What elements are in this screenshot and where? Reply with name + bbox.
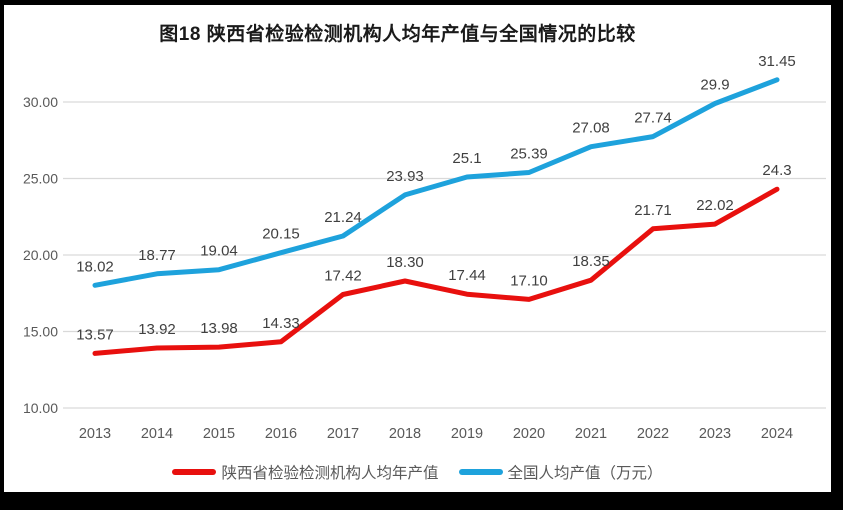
- legend-line-swatch-shaanxi: [172, 469, 217, 475]
- x-axis-tick-label: 2024: [761, 426, 793, 442]
- legend-item-national: 全国人均产值（万元）: [458, 461, 663, 483]
- data-label-national: 19.04: [200, 243, 238, 260]
- y-axis-tick-label: 30.00: [23, 94, 58, 110]
- x-axis-tick-label: 2015: [203, 426, 235, 442]
- data-label-national: 23.93: [386, 168, 424, 185]
- x-axis-tick-label: 2018: [389, 426, 421, 442]
- data-label-shaanxi: 21.71: [634, 202, 672, 219]
- data-label-national: 18.77: [138, 247, 176, 264]
- legend-line-swatch-national: [458, 469, 503, 475]
- line-chart-plot-area: 10.00 15.00 20.00 25.00 30.00 2013 2014 2015 201…: [23, 53, 826, 442]
- data-label-shaanxi: 22.02: [696, 197, 734, 214]
- data-label-national: 27.08: [572, 120, 610, 137]
- legend-item-shaanxi: 陕西省检验检测机构人均年产值: [172, 461, 439, 483]
- legend-label-national: 全国人均产值（万元）: [507, 465, 663, 482]
- data-label-national: 27.74: [634, 110, 672, 127]
- series-line-shaanxi: [92, 186, 780, 356]
- data-label-shaanxi: 18.30: [386, 254, 424, 271]
- y-axis-tick-label: 10.00: [23, 400, 58, 416]
- x-axis-tick-label: 2013: [79, 426, 111, 442]
- legend-label-shaanxi: 陕西省检验检测机构人均年产值: [221, 465, 439, 482]
- data-label-national: 25.39: [510, 146, 548, 163]
- x-axis-tick-label: 2014: [141, 426, 173, 442]
- data-label-national: 21.24: [324, 209, 362, 226]
- series-line-national: [92, 77, 780, 288]
- chart-title: 图18 陕西省检验检测机构人均年产值与全国情况的比较: [159, 24, 636, 45]
- x-axis-tick-label: 2020: [513, 426, 545, 442]
- data-label-shaanxi: 13.57: [76, 326, 114, 343]
- x-axis-tick-label: 2016: [265, 426, 297, 442]
- y-axis-tick-label: 20.00: [23, 247, 58, 263]
- data-label-shaanxi: 13.98: [200, 320, 238, 337]
- data-label-national: 20.15: [262, 226, 300, 243]
- data-label-shaanxi: 17.42: [324, 268, 362, 285]
- x-axis-tick-label: 2022: [637, 426, 669, 442]
- data-label-national: 29.9: [700, 77, 729, 94]
- x-axis-tick-label: 2019: [451, 426, 483, 442]
- data-label-national: 18.02: [76, 258, 114, 275]
- data-label-shaanxi: 17.10: [510, 272, 548, 289]
- y-axis-tick-label: 25.00: [23, 171, 58, 187]
- data-label-shaanxi: 18.35: [572, 253, 610, 270]
- data-label-shaanxi: 17.44: [448, 267, 486, 284]
- x-axis-tick-label: 2023: [699, 426, 731, 442]
- y-axis-tick-label: 15.00: [23, 324, 58, 340]
- data-label-shaanxi: 24.3: [762, 162, 791, 179]
- chart-legend: 陕西省检验检测机构人均年产值 全国人均产值（万元）: [4, 461, 831, 483]
- data-label-national: 31.45: [758, 53, 796, 70]
- data-label-shaanxi: 13.92: [138, 321, 176, 338]
- data-label-shaanxi: 14.33: [262, 315, 300, 332]
- x-axis-tick-label: 2017: [327, 426, 359, 442]
- data-label-national: 25.1: [452, 150, 481, 167]
- x-axis-tick-label: 2021: [575, 426, 607, 442]
